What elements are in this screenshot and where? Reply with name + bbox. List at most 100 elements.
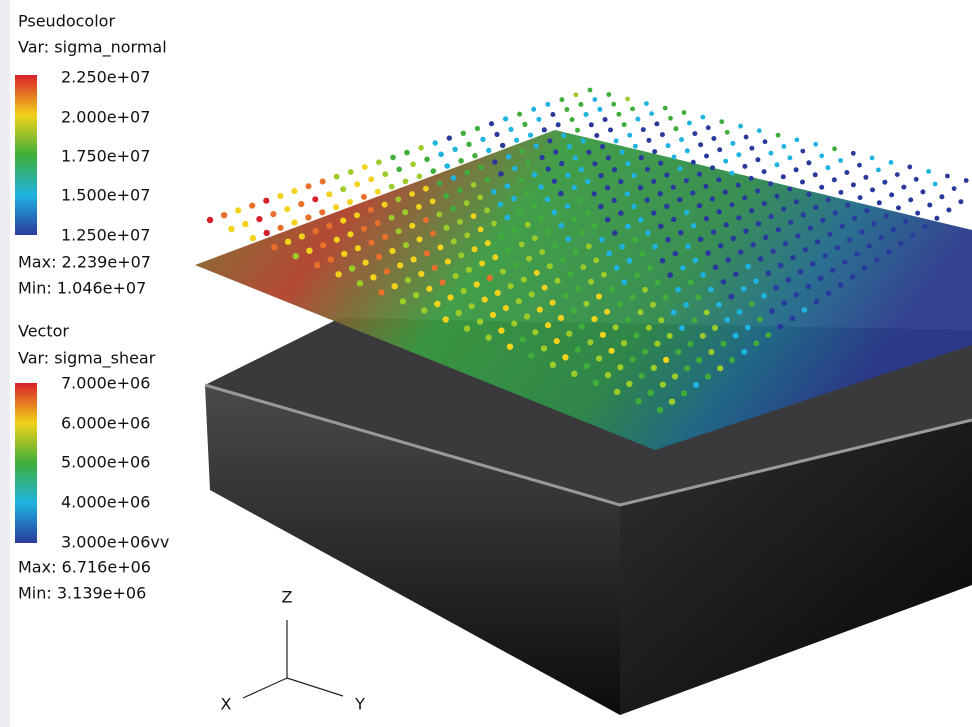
vector-glyph (658, 317, 665, 324)
vector-glyph (292, 253, 299, 260)
colorbar (15, 75, 37, 235)
vector-glyph (626, 257, 633, 264)
vector-glyph (470, 213, 477, 220)
vector-glyph (770, 248, 776, 254)
vector-glyph (584, 210, 591, 216)
vector-glyph (737, 249, 744, 256)
vector-glyph (612, 324, 619, 331)
vector-glyph (578, 323, 586, 330)
vector-glyph (572, 155, 578, 161)
vector-glyph (763, 234, 769, 240)
vector-glyph (672, 250, 679, 257)
vector-glyph (402, 209, 409, 216)
vector-glyph (555, 122, 561, 128)
vector-glyph (545, 166, 551, 172)
vector-glyph (866, 243, 872, 249)
vector-glyph (654, 121, 660, 127)
vector-glyph (591, 223, 598, 229)
vector-glyph (518, 241, 525, 248)
vector-glyph (736, 152, 742, 158)
vector-glyph (437, 244, 444, 251)
vector-glyph (708, 349, 715, 355)
vector-glyph (588, 122, 594, 128)
vector-glyph (382, 171, 389, 178)
vector-glyphs (206, 87, 969, 414)
vector-glyph (367, 206, 374, 213)
vector-glyph (612, 230, 618, 236)
vector-glyph (638, 155, 644, 161)
vector-glyph (677, 197, 683, 203)
vector-glyph (514, 137, 520, 143)
vector-glyph (488, 121, 495, 127)
vector-glyph (761, 169, 767, 175)
vector-glyph (298, 201, 305, 208)
vector-glyph (389, 247, 396, 255)
vector-glyph (429, 198, 436, 205)
vector-glyph (761, 293, 767, 299)
vector-glyph (348, 265, 356, 272)
vector-glyph (846, 237, 853, 243)
vector-glyph (545, 101, 551, 107)
vector-glyph (958, 199, 964, 205)
vector-glyph (594, 133, 600, 138)
vector-glyph (511, 320, 518, 327)
vector-glyph (793, 292, 800, 298)
vector-glyph (834, 245, 840, 251)
vector-glyph (416, 236, 423, 243)
vector-glyph (800, 148, 806, 154)
vector-glyph (242, 220, 249, 228)
vector-glyph (277, 224, 284, 231)
vector-glyph (740, 286, 747, 292)
vector-glyph (395, 196, 402, 203)
vector-glyph (520, 276, 527, 283)
vector-glyph (710, 165, 716, 171)
vector-glyph (662, 105, 668, 111)
vector-glyph (553, 149, 559, 155)
vector-glyph (679, 325, 685, 331)
vector-glyph (632, 143, 638, 149)
vector-glyph (801, 307, 808, 313)
vector-glyph (659, 381, 666, 388)
vector-glyph (361, 225, 368, 232)
vector-glyph (675, 348, 682, 355)
vector-glyph (819, 184, 825, 190)
vector-glyph (850, 182, 856, 188)
vector-glyph (716, 209, 722, 215)
vector-glyph (920, 189, 926, 195)
legend-min: Min: 1.046e+07 (18, 279, 146, 298)
vector-glyph (732, 332, 739, 339)
vector-glyph (558, 222, 565, 229)
vector-glyph (547, 138, 553, 144)
vector-glyph (697, 236, 704, 243)
vector-glyph (532, 329, 539, 336)
vector-glyph (889, 192, 895, 198)
vector-glyph (768, 181, 773, 187)
vector-glyph (695, 294, 702, 301)
vector-glyph (354, 245, 361, 252)
vector-glyph (745, 263, 751, 270)
vector-glyph (681, 110, 687, 115)
vector-glyph (559, 160, 565, 167)
vector-glyph (685, 243, 691, 250)
vector-glyph (284, 238, 292, 245)
vector-glyph (662, 294, 669, 301)
vector-glyph (418, 145, 424, 151)
vector-glyph (806, 192, 812, 197)
legend-variable: Var: sigma_normal (18, 38, 167, 58)
vector-glyph (832, 146, 837, 152)
vector-glyph (874, 257, 880, 263)
vector-glyph (536, 116, 542, 122)
vector-glyph (470, 182, 477, 188)
box-left-face (205, 385, 620, 715)
vector-glyph (327, 256, 334, 263)
vector-glyph (743, 228, 749, 234)
vector-glyph (596, 293, 602, 300)
vector-glyph (777, 323, 784, 330)
vector-glyph (396, 166, 403, 173)
vector-glyph (678, 229, 684, 236)
vector-glyph (430, 168, 437, 174)
vector-glyph (813, 141, 819, 147)
vector-glyph (572, 250, 579, 256)
vector-glyph (528, 291, 535, 298)
vector-glyph (642, 286, 648, 293)
